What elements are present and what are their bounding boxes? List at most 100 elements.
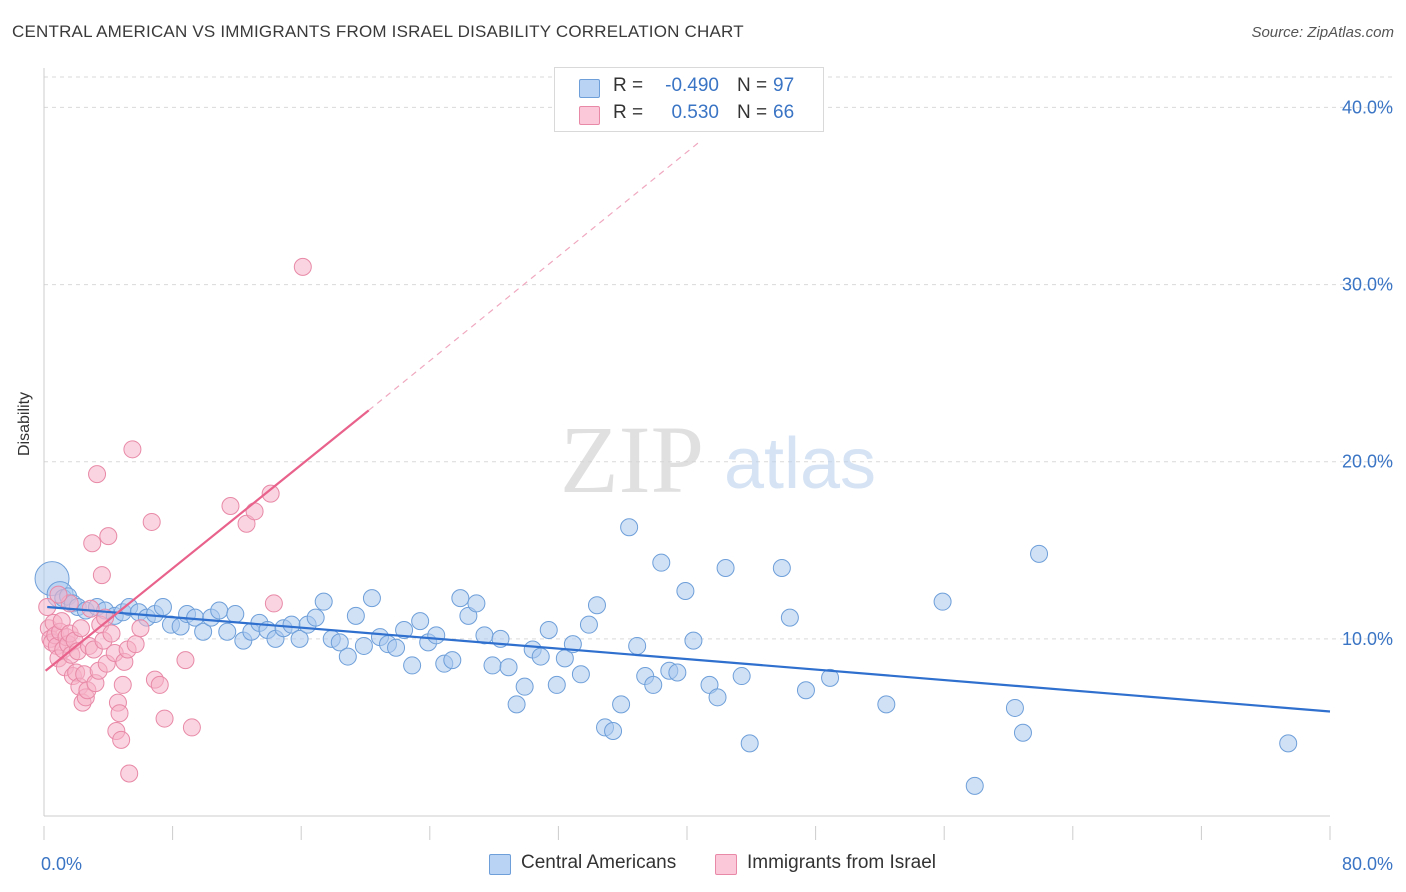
data-point-immigrants-from-israel [176,651,195,670]
data-point-immigrants-from-israel [261,484,280,503]
data-point-immigrants-from-israel [221,497,240,515]
data-point-central-americans [652,553,671,572]
data-point-central-americans [403,656,422,675]
data-point-immigrants-from-israel [142,512,161,531]
data-point-central-americans [684,631,703,650]
data-point-central-americans [1030,544,1049,563]
legend-series-name: Immigrants from Israel [747,852,936,873]
data-point-immigrants-from-israel [102,624,121,643]
data-point-central-americans [451,589,470,608]
data-point-central-americans [194,622,213,641]
data-point-immigrants-from-israel [293,257,312,276]
data-point-central-americans [1013,723,1032,742]
data-point-central-americans [772,559,791,577]
data-point-central-americans [539,621,558,639]
legend-series-name: Central Americans [521,852,677,873]
data-point-central-americans [467,594,486,613]
x-tick-label: 0.0% [41,854,82,874]
source-label: Source: ZipAtlas.com [1251,24,1394,41]
data-point-central-americans [965,776,984,795]
x-tick-label: 80.0% [1342,854,1393,874]
data-point-central-americans [732,667,751,686]
trend-lines [44,142,1331,713]
axes [43,68,1331,840]
data-point-central-americans [427,626,446,645]
trend-line-central-americans [47,605,1331,713]
data-point-central-americans [612,695,631,714]
legend-r-value: -0.490 [665,75,719,96]
series-immigrants-from-israel [38,257,312,783]
data-point-central-americans [821,668,840,687]
data-point-central-americans [338,647,357,666]
data-point-immigrants-from-israel [264,594,283,613]
data-point-central-americans [314,592,333,611]
data-point-immigrants-from-israel [120,764,139,783]
data-point-central-americans [507,695,526,714]
data-point-central-americans [210,601,229,620]
data-point-central-americans [362,589,381,608]
legend-swatch-blue [489,854,511,875]
data-point-immigrants-from-israel [99,527,118,546]
y-tick-label: 30.0% [1342,275,1393,295]
data-point-central-americans [587,596,606,615]
data-point-central-americans [604,721,623,740]
data-point-immigrants-from-israel [49,585,68,604]
data-point-central-americans [579,615,598,634]
data-point-central-americans [290,629,309,648]
y-axis-label: Disability [16,391,33,456]
data-point-immigrants-from-israel [182,718,201,737]
data-point-central-americans [933,592,952,611]
data-point-central-americans [571,665,590,684]
legend-n-value: 66 [773,102,795,123]
gridlines [44,76,1392,640]
watermark: ZIP atlas [560,406,876,513]
legend-swatch-pink [579,106,600,125]
correlation-legend: R = -0.490 N = 97 R = 0.530 N = 66 [554,67,824,132]
data-point-central-americans [387,638,406,657]
legend-n-label: N = [737,102,768,123]
data-point-central-americans [547,675,566,694]
data-point-central-americans [218,622,237,641]
data-point-immigrants-from-israel [126,635,145,654]
data-point-central-americans [411,612,430,631]
data-point-immigrants-from-israel [113,675,132,694]
data-point-central-americans [1005,698,1024,717]
data-point-central-americans [306,608,325,627]
data-point-central-americans [515,677,534,696]
watermark-atlas: atlas [724,424,876,504]
legend-swatch-pink [715,854,737,875]
tick-labels: 10.0% 20.0% 30.0% 40.0% 0.0% 80.0% [41,97,1393,874]
data-point-immigrants-from-israel [245,502,264,521]
data-point-immigrants-from-israel [131,619,150,638]
data-point-central-americans [716,559,735,577]
data-point-central-americans [676,582,695,601]
data-point-immigrants-from-israel [110,704,129,723]
data-point-central-americans [1279,734,1298,753]
data-point-immigrants-from-israel [96,608,115,627]
y-tick-label: 10.0% [1342,629,1393,649]
data-point-central-americans [153,597,172,616]
data-point-immigrants-from-israel [88,465,107,484]
legend-swatch-blue [579,79,600,98]
legend-r-value: 0.530 [671,102,719,123]
data-point-central-americans [780,608,799,627]
data-point-immigrants-from-israel [112,730,131,749]
data-point-central-americans [628,636,647,655]
data-point-central-americans [330,633,349,652]
data-point-central-americans [531,647,550,666]
data-point-central-americans [740,734,759,753]
y-tick-label: 20.0% [1342,452,1393,472]
data-point-central-americans [620,518,639,537]
legend-n-value: 97 [773,75,795,96]
legend-r-label: R = [613,75,644,96]
data-point-immigrants-from-israel [71,619,90,638]
data-point-immigrants-from-israel [83,534,102,553]
legend-n-label: N = [737,75,768,96]
data-point-central-americans [226,605,245,624]
legend-r-label: R = [613,102,644,123]
trend-line-extension-immigrants-from-israel [368,142,699,411]
data-point-central-americans [708,688,727,707]
y-tick-label: 40.0% [1342,97,1393,117]
data-point-central-americans [668,663,687,682]
